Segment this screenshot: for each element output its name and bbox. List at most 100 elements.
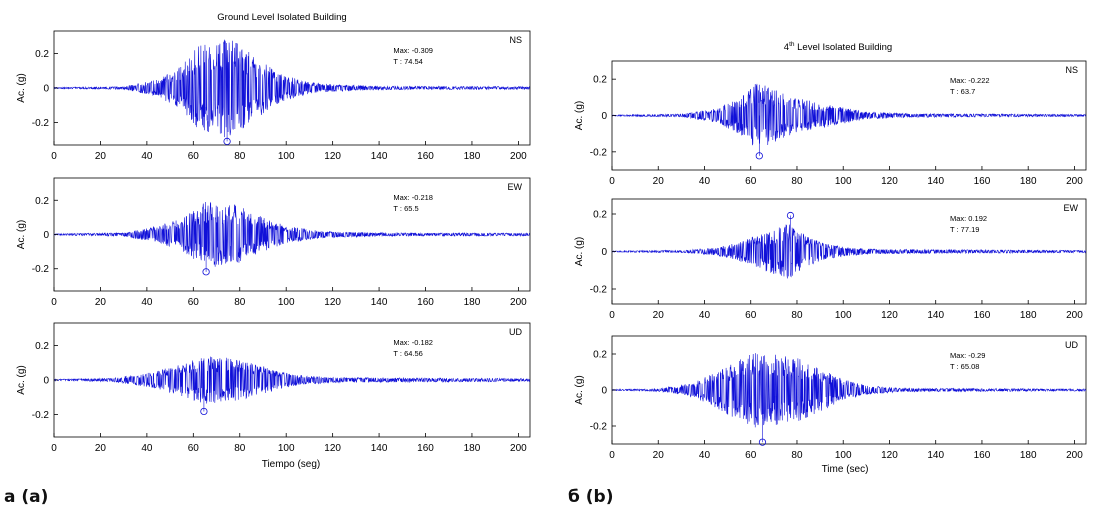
x-tick-label: 80 [234, 443, 246, 454]
x-tick-label: 80 [791, 176, 803, 187]
y-axis-label: Ac. (g) [574, 375, 585, 404]
y-axis-label: Ac. (g) [574, 237, 585, 266]
time-annotation: T : 74.54 [393, 57, 422, 66]
panel-b-title-text: Level Isolated Building [795, 42, 893, 53]
x-tick-label: 60 [745, 310, 757, 321]
x-tick-label: 120 [324, 297, 341, 308]
y-tick-label: 0.2 [593, 210, 607, 221]
y-axis-label: Ac. (g) [16, 365, 27, 394]
panel-b-title-sup: th [789, 41, 795, 48]
x-tick-label: 120 [881, 176, 898, 187]
time-annotation: T : 64.56 [393, 349, 422, 358]
peak-marker [223, 137, 231, 145]
time-annotation: T : 65.5 [393, 204, 418, 213]
component-label: UD [1065, 340, 1078, 350]
x-tick-label: 160 [417, 151, 434, 162]
y-tick-label: 0 [601, 247, 607, 258]
x-tick-label: 20 [653, 310, 665, 321]
x-tick-label: 40 [699, 176, 711, 187]
subplot-b-ud: 0 20 40 60 80 100 120 140 160 180 200 -0.2 0 0.2 Ac. (… [574, 335, 1087, 461]
y-tick-label: -0.2 [32, 264, 50, 275]
acceleration-trace [611, 83, 1087, 156]
x-tick-label: 140 [927, 310, 944, 321]
x-tick-label: 20 [653, 176, 665, 187]
x-tick-label: 140 [371, 151, 388, 162]
x-tick-label: 20 [95, 151, 107, 162]
acceleration-trace [611, 353, 1087, 443]
x-tick-label: 180 [464, 151, 481, 162]
y-tick-label: 0.2 [35, 341, 49, 352]
subplot-a-ns: 0 20 40 60 80 100 120 140 160 180 200 -0.2 0 0.2 Ac. (… [16, 30, 531, 162]
x-tick-label: 160 [974, 310, 991, 321]
x-tick-label: 200 [1066, 310, 1083, 321]
max-annotation: Max: -0.218 [393, 193, 433, 202]
y-tick-label: -0.2 [590, 147, 608, 158]
subplot-a-ud: 0 20 40 60 80 100 120 140 160 180 200 -0.2 0 0.2 Ac. (… [16, 322, 531, 454]
time-annotation: T : 65.08 [950, 362, 979, 371]
y-tick-label: 0.2 [593, 75, 607, 86]
x-tick-label: 120 [324, 151, 341, 162]
x-tick-label: 100 [835, 310, 852, 321]
x-tick-label: 60 [188, 151, 200, 162]
max-annotation: Max: -0.182 [393, 338, 433, 347]
x-tick-label: 0 [51, 297, 57, 308]
x-tick-label: 100 [278, 443, 295, 454]
panel-a-title: Ground Level Isolated Building [217, 12, 346, 23]
acceleration-trace [611, 215, 1087, 279]
component-label: NS [1065, 65, 1078, 75]
subplot-b-ew: 0 20 40 60 80 100 120 140 160 180 200 -0.2 0 0.2 Ac. (… [574, 198, 1087, 321]
y-tick-label: 0.2 [35, 49, 49, 60]
peak-marker [786, 211, 795, 220]
x-tick-label: 100 [278, 151, 295, 162]
subplot-b-ns: 0 20 40 60 80 100 120 140 160 180 200 -0.2 0 0.2 Ac. (… [574, 60, 1087, 187]
x-tick-label: 160 [974, 176, 991, 187]
y-tick-label: 0 [43, 84, 49, 95]
x-tick-label: 40 [141, 151, 153, 162]
acceleration-trace [53, 39, 531, 142]
component-label: EW [508, 182, 523, 192]
panel-a-xlabel: Tiempo (seg) [262, 459, 321, 470]
x-tick-label: 60 [188, 297, 200, 308]
x-tick-label: 40 [699, 450, 711, 461]
x-tick-label: 80 [234, 297, 246, 308]
x-tick-label: 100 [278, 297, 295, 308]
y-tick-label: 0.2 [35, 196, 49, 207]
x-tick-label: 160 [417, 443, 434, 454]
panel-b-title: 4th Level Isolated Building [784, 41, 892, 53]
y-tick-label: -0.2 [32, 410, 50, 421]
x-tick-label: 60 [188, 443, 200, 454]
x-tick-label: 140 [371, 443, 388, 454]
acceleration-trace [53, 356, 531, 412]
x-tick-label: 200 [510, 151, 527, 162]
component-label: UD [509, 327, 522, 337]
x-tick-label: 20 [653, 450, 665, 461]
x-tick-label: 80 [791, 450, 803, 461]
caption-a: a (a) [4, 487, 49, 507]
y-tick-label: 0 [601, 386, 607, 397]
x-tick-label: 160 [974, 450, 991, 461]
component-label: NS [509, 35, 522, 45]
x-tick-label: 0 [51, 443, 57, 454]
y-tick-label: -0.2 [590, 422, 608, 433]
x-tick-label: 20 [95, 443, 107, 454]
x-tick-label: 0 [609, 176, 615, 187]
max-annotation: Max: 0.192 [950, 214, 987, 223]
x-tick-label: 120 [324, 443, 341, 454]
x-tick-label: 200 [1066, 450, 1083, 461]
peak-marker [200, 407, 208, 416]
x-tick-label: 60 [745, 176, 757, 187]
x-tick-label: 200 [510, 443, 527, 454]
x-tick-label: 40 [699, 310, 711, 321]
x-tick-label: 180 [1020, 450, 1037, 461]
time-annotation: T : 77.19 [950, 225, 979, 234]
y-axis-label: Ac. (g) [16, 73, 27, 102]
subplot-a-ew: 0 20 40 60 80 100 120 140 160 180 200 -0.2 0 0.2 Ac. (… [16, 177, 531, 308]
y-tick-label: 0 [43, 376, 49, 387]
x-tick-label: 120 [881, 310, 898, 321]
x-tick-label: 0 [609, 310, 615, 321]
max-annotation: Max: -0.29 [950, 351, 985, 360]
caption-b: б (b) [568, 487, 614, 507]
y-axis-label: Ac. (g) [574, 101, 585, 130]
x-tick-label: 40 [141, 443, 153, 454]
